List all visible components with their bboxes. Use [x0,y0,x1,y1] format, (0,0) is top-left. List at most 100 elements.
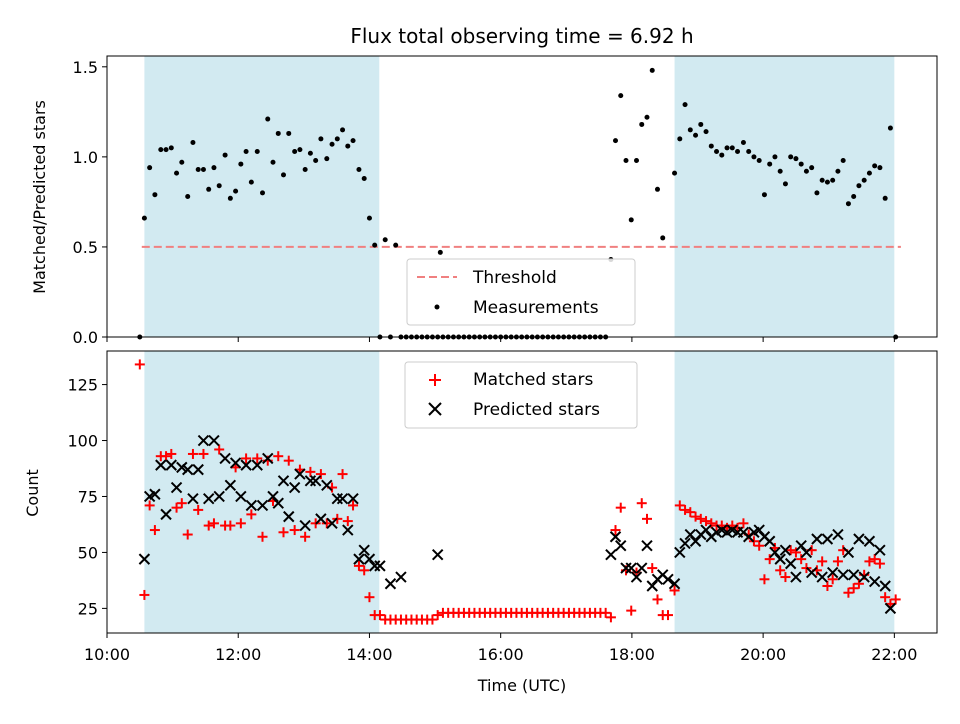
matched-star-point [764,554,775,565]
matched-star-point [662,610,673,621]
matched-star-point [685,507,696,518]
measurement-point [861,177,867,183]
y-tick-label: 0.0 [73,328,98,347]
predicted-star-point [155,459,167,471]
measurement-point [152,192,158,198]
measurement-point [248,179,254,185]
measurement-point [158,147,164,153]
matched-star-point [176,498,187,509]
measurement-point [329,141,335,147]
matched-star-point [817,556,828,567]
measurement-point [334,136,340,142]
y-tick-label: 100 [67,432,98,451]
predicted-star-point [790,571,802,583]
measurement-point [216,183,222,189]
predicted-star-point [256,499,269,512]
measurement-point [265,116,271,122]
predicted-legend-label: Predicted stars [473,400,600,420]
predicted-star-point [363,553,376,565]
matched-star-point [193,504,204,515]
measurement-point [168,145,174,151]
predicted-star-point [160,508,172,521]
predicted-star-point [165,459,178,471]
matched-star-point [134,359,145,370]
measurement-point [623,157,629,163]
predicted-star-point [326,517,338,530]
matched-star-point [759,574,770,585]
matched-star-point [149,525,160,536]
predicted-star-point [668,578,681,590]
predicted-star-point [884,602,897,615]
measurement-point [708,143,714,149]
matched-star-point [641,513,652,524]
matched-star-point [166,448,177,459]
matched-star-point [289,525,300,536]
chart-title: Flux total observing time = 6.92 h [350,24,693,48]
matched-star-point [701,516,712,527]
measurement-point [361,175,367,181]
matched-star-point [827,574,838,585]
matched-star-point [364,592,375,603]
measurement-point [809,165,815,171]
predicted-star-point [315,513,327,525]
measurement-point [724,145,730,151]
measurement-point [340,127,346,133]
predicted-star-point [879,580,891,592]
measurement-point [866,170,872,176]
predicted-star-point [826,566,839,579]
matched-star-point [235,518,246,529]
predicted-star-point [625,562,637,574]
predicted-star-point [811,533,823,545]
measurement-point [746,148,752,154]
matched-star-point [754,540,765,551]
y-tick-label: 25 [78,599,98,618]
matched-star-point [785,545,796,556]
predicted-star-point [674,546,686,559]
matched-star-point [374,610,385,621]
matched-star-point [796,554,807,565]
measurement-point [233,188,239,194]
y-tick-label: 1.0 [73,148,98,167]
y-tick-label: 0.5 [73,238,98,257]
predicted-star-point [192,463,204,476]
predicted-star-point [863,535,876,547]
bottom-shaded-spans [144,351,895,633]
predicted-star-point [847,569,860,581]
predicted-star-point [646,580,658,592]
predicted-star-point [245,499,258,512]
matched-star-point [652,594,663,605]
measurement-point [761,192,767,198]
matched-star-point [278,527,289,538]
matched-star-point [257,531,268,542]
predicted-star-point [779,544,792,556]
predicted-star-point [837,569,849,581]
measurement-point [877,165,883,171]
predicted-star-point [784,557,797,570]
predicted-star-point [620,562,632,574]
matched-star-point [300,531,311,542]
measurement-point [366,215,372,221]
measurement-point [882,195,888,201]
measurement-point [372,242,378,248]
measurement-point [830,177,836,183]
top-x-ticks [106,337,895,342]
measurement-point [740,139,746,145]
predicted-star-point [874,544,886,556]
matched-star-point [775,565,786,576]
top-plot-frame [106,55,938,338]
matched-star-point [864,556,875,567]
bottom-x-ticks: 10:00 12:00 14:00 16:00 18:00 20:00 22:00 [84,633,917,664]
measurement-point [222,152,228,158]
predicted-star-point [805,566,818,579]
matched-star-point [337,469,348,480]
predicted-star-point [294,468,306,480]
matched-star-point [822,581,833,591]
measurement-point [793,156,799,162]
matched-star-point [674,500,685,511]
measurement-point [677,136,683,142]
matched-star-point [246,509,257,520]
measurement-point [206,186,212,192]
measurement-point [297,147,303,153]
predicted-star-point [662,573,674,585]
predicted-star-point [609,531,622,543]
